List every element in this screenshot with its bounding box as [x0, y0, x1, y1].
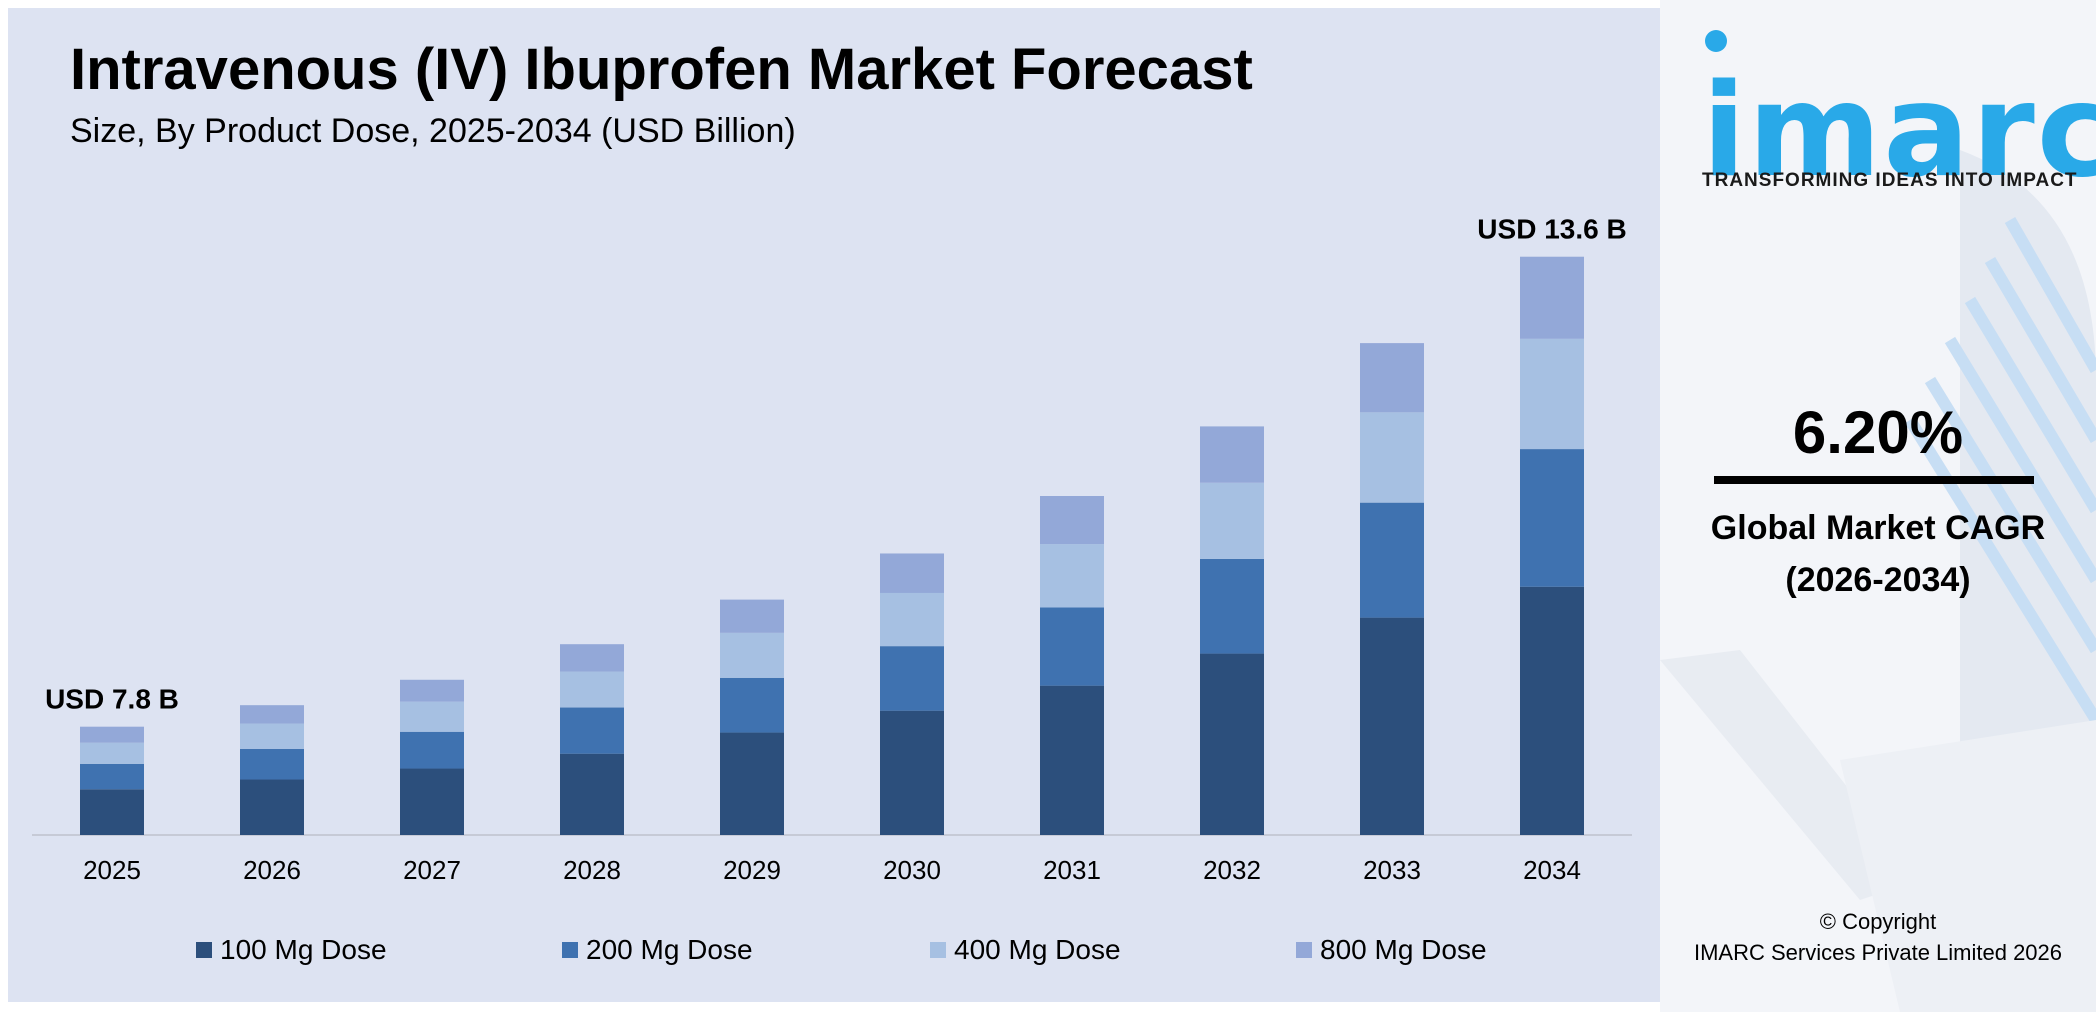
total-annotation: USD 13.6 B — [1477, 214, 1626, 245]
bar-segment — [80, 789, 144, 835]
x-tick-label: 2025 — [83, 855, 141, 885]
copyright-line-2: IMARC Services Private Limited 2026 — [1693, 940, 2063, 965]
bar-segment — [1520, 338, 1584, 450]
bar-segment — [1040, 544, 1104, 608]
bar-segment — [1360, 617, 1424, 835]
bar-segment — [80, 742, 144, 764]
bar-segment — [880, 646, 944, 711]
logo-dot — [1705, 30, 1727, 52]
bar-segment — [560, 644, 624, 672]
chart-legend: 100 Mg Dose 200 Mg Dose 400 Mg Dose 800 Mg … — [0, 934, 1660, 974]
chart-subtitle: Size, By Product Dose, 2025-2034 (USD Bi… — [70, 112, 796, 150]
cagr-divider — [1714, 476, 2034, 484]
bar-segment — [400, 679, 464, 702]
x-tick-label: 2034 — [1523, 855, 1581, 885]
sidebar: imarc TRANSFORMING IDEAS INTO IMPACT 6.2… — [1660, 0, 2096, 1012]
legend-swatch — [930, 942, 946, 958]
bar-segment — [1360, 412, 1424, 503]
copyright-line-1: © Copyright — [1819, 909, 1937, 934]
legend-swatch — [562, 942, 578, 958]
bar-segment — [1040, 607, 1104, 686]
x-tick-label: 2029 — [723, 855, 781, 885]
imarc-logo: imarc TRANSFORMING IDEAS INTO IMPACT — [1680, 30, 2096, 200]
bar-segment — [240, 723, 304, 749]
bar-segment — [400, 768, 464, 835]
bar-segment — [1040, 496, 1104, 545]
decorative-stripes — [1904, 217, 2096, 724]
legend-label: 400 Mg Dose — [954, 934, 1121, 965]
chart-title: Intravenous (IV) Ibuprofen Market Foreca… — [70, 37, 1253, 102]
bar-segment — [1200, 558, 1264, 654]
cagr-label-line-2: (2026-2034) — [1785, 561, 1971, 599]
legend-swatch — [1296, 942, 1312, 958]
x-tick-label: 2031 — [1043, 855, 1101, 885]
decorative-background-graphic — [1660, 150, 2096, 1012]
bar-segment — [1200, 482, 1264, 559]
x-tick-label: 2026 — [243, 855, 301, 885]
bar-segment — [720, 732, 784, 835]
bar-segment — [880, 553, 944, 593]
legend-label: 100 Mg Dose — [220, 934, 387, 965]
bar-segment — [80, 763, 144, 790]
legend-item: 100 Mg Dose — [196, 934, 387, 966]
legend-label: 200 Mg Dose — [586, 934, 753, 965]
bar-segment — [1360, 343, 1424, 413]
bar-segment — [400, 701, 464, 732]
cagr-label: Global Market CAGR (2026-2034) — [1660, 502, 2096, 606]
cagr-label-line-1: Global Market CAGR — [1710, 509, 2046, 547]
bar-segment — [1520, 586, 1584, 835]
bar-segment — [880, 710, 944, 835]
logo-wordmark: imarc — [1702, 57, 2096, 206]
x-tick-label: 2033 — [1363, 855, 1421, 885]
bar-segment — [80, 726, 144, 743]
bar-segment — [880, 592, 944, 647]
x-tick-label: 2032 — [1203, 855, 1261, 885]
bar-segment — [560, 671, 624, 708]
bar-segment — [240, 705, 304, 724]
bar-segment — [1200, 653, 1264, 835]
bar-segment — [1200, 426, 1264, 483]
bar-segment — [1520, 449, 1584, 587]
x-tick-label: 2030 — [883, 855, 941, 885]
bar-segment — [720, 677, 784, 733]
legend-item: 200 Mg Dose — [562, 934, 753, 966]
x-tick-label: 2027 — [403, 855, 461, 885]
total-annotation: USD 7.8 B — [45, 684, 179, 715]
bar-segment — [1040, 685, 1104, 835]
bar-segment — [240, 748, 304, 780]
bar-segment — [720, 632, 784, 678]
bar-segment — [400, 731, 464, 769]
bar-segment — [1360, 502, 1424, 618]
legend-item: 400 Mg Dose — [930, 934, 1121, 966]
legend-swatch — [196, 942, 212, 958]
bar-segment — [1520, 256, 1584, 339]
bar-segment — [720, 599, 784, 633]
bar-segment — [240, 779, 304, 835]
legend-item: 800 Mg Dose — [1296, 934, 1487, 966]
bar-segment — [560, 753, 624, 835]
logo-tagline: TRANSFORMING IDEAS INTO IMPACT — [1702, 170, 2078, 191]
bar-segment — [560, 707, 624, 754]
cagr-value: 6.20% — [1792, 399, 1964, 466]
x-tick-label: 2028 — [563, 855, 621, 885]
legend-label: 800 Mg Dose — [1320, 934, 1487, 965]
copyright-notice: © Copyright IMARC Services Private Limit… — [1660, 906, 2096, 968]
chart-plot: 2025 2026 2027 2028 2029 2030 2031 2032 2033 2034… — [32, 214, 1632, 885]
